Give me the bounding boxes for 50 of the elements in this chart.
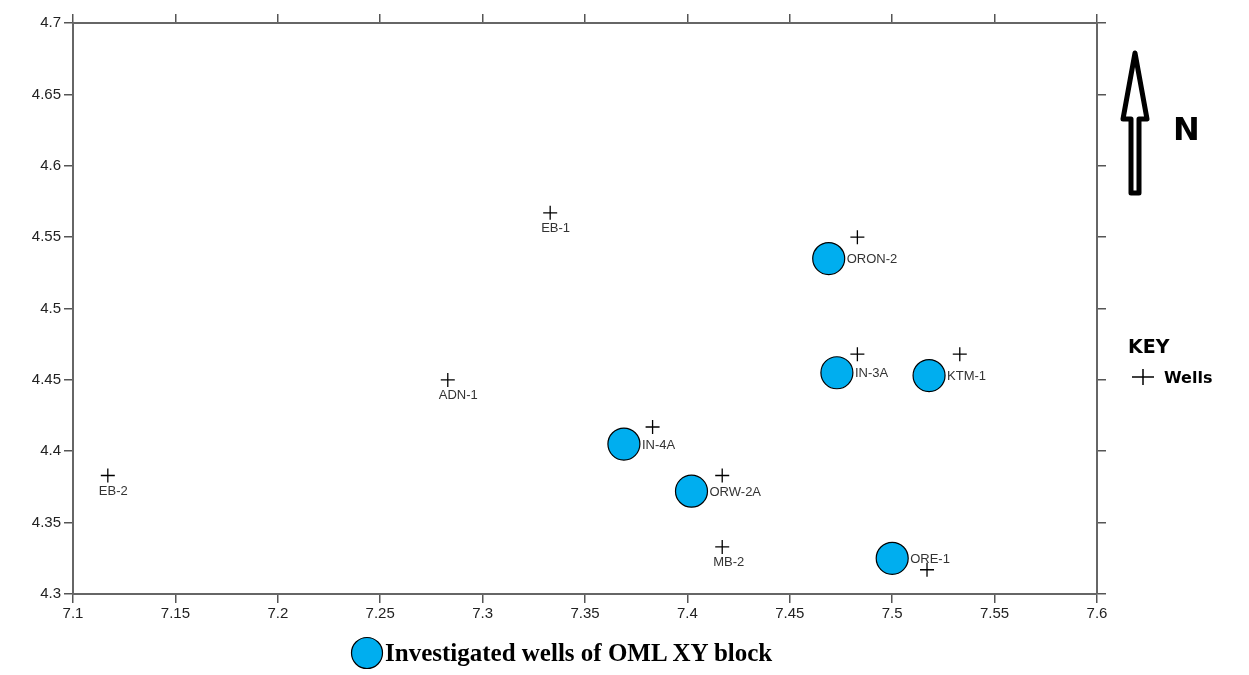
- y-tick-label: 4.65: [31, 84, 61, 102]
- point: [607, 427, 641, 461]
- x-tick-label: 7.55: [980, 604, 1010, 622]
- y-tick-label: 4.55: [31, 227, 61, 245]
- x-tick-label: 7.2: [267, 604, 289, 622]
- point: [952, 346, 968, 362]
- point: [440, 372, 456, 388]
- data-label: EB-1: [541, 219, 571, 235]
- x-tick-label: 7.25: [365, 604, 395, 622]
- point: [919, 562, 935, 578]
- data-label: ORE-1: [910, 550, 950, 566]
- y-tick-label: 4.7: [40, 13, 61, 31]
- y-tick-label: 4.6: [40, 155, 61, 173]
- x-tick-label: 7.35: [570, 604, 600, 622]
- point: [644, 419, 661, 435]
- data-label: KTM-1: [947, 368, 987, 384]
- x-tick-label: 7.3: [472, 604, 494, 622]
- point: [812, 241, 846, 276]
- point: [849, 229, 866, 245]
- point: [674, 474, 709, 508]
- x-tick-label: 7.4: [676, 604, 698, 622]
- point: [820, 356, 854, 390]
- legend-label: Investigated wells of OML XY block: [385, 639, 773, 667]
- data-label: ADN-1: [438, 386, 478, 402]
- y-tick-label: 4.5: [40, 298, 61, 316]
- x-tick-label: 7.1: [62, 604, 84, 622]
- legend-label: Wells: [1164, 367, 1213, 387]
- y-tick-label: 4.35: [31, 512, 61, 530]
- data-label: MB-2: [713, 553, 745, 569]
- text: N: [1173, 110, 1200, 148]
- y-tick-label: 4.4: [40, 441, 61, 459]
- point: [912, 358, 946, 393]
- data-label: EB-2: [98, 482, 128, 498]
- point: [100, 467, 116, 484]
- x-tick-label: 7.6: [1086, 604, 1108, 622]
- x-tick-label: 7.5: [881, 604, 903, 622]
- point: [875, 541, 909, 575]
- point: [542, 205, 558, 221]
- legend-title: KEY: [1128, 335, 1170, 357]
- y-tick-label: 4.45: [31, 370, 61, 388]
- x-tick-label: 7.45: [775, 604, 805, 622]
- x-tick-label: 7.15: [160, 604, 190, 622]
- point: [714, 467, 730, 484]
- point: [849, 346, 866, 362]
- y-tick-label: 4.3: [40, 584, 61, 602]
- point: [714, 539, 730, 555]
- data-label: ORW-2A: [709, 483, 762, 499]
- data-label: IN-4A: [641, 436, 676, 452]
- data-label: IN-3A: [854, 365, 889, 381]
- data-label: ORON-2: [846, 251, 898, 267]
